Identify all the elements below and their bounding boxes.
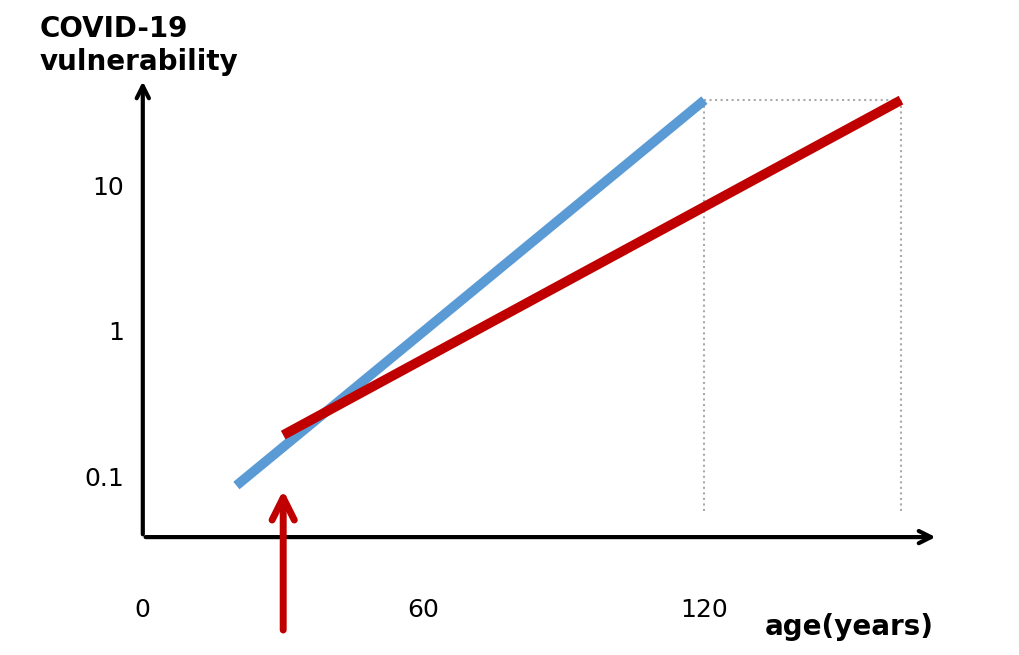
Text: 10: 10 [93,176,124,200]
Text: 60: 60 [408,598,439,622]
Text: age(years): age(years) [764,613,932,641]
Text: COVID-19
vulnerability: COVID-19 vulnerability [40,15,238,75]
Text: 120: 120 [680,598,728,622]
Text: 0.1: 0.1 [85,467,124,491]
Text: 0: 0 [135,598,151,622]
Text: 1: 1 [108,322,124,345]
